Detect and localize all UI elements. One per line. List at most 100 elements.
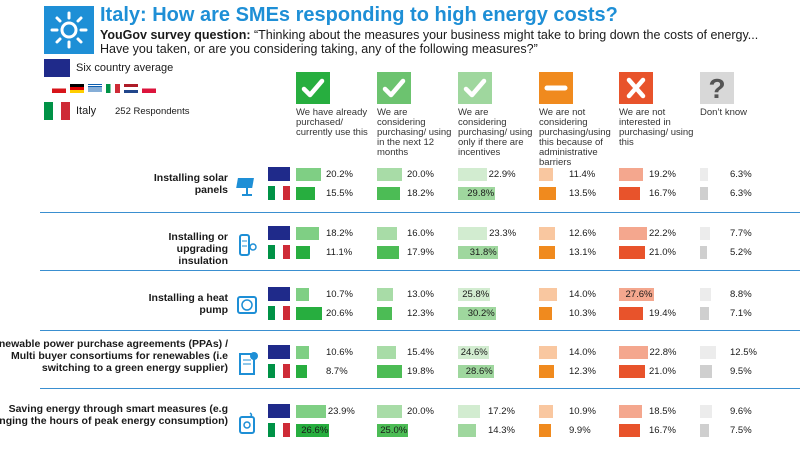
average-value-label: 17.2% — [488, 406, 515, 417]
average-bar — [619, 288, 654, 301]
italy-bar — [619, 246, 646, 259]
legend-average-label: Six country average — [76, 62, 174, 74]
italy-value-label: 26.6% — [301, 425, 329, 436]
italy-bar — [458, 187, 496, 200]
italy-value-label: 5.2% — [730, 247, 752, 258]
row-separator — [40, 330, 800, 331]
average-bar — [377, 405, 402, 418]
average-bar — [700, 346, 716, 359]
average-value-label: 20.0% — [407, 169, 434, 180]
italy-value-label: 13.1% — [569, 247, 596, 258]
row-heat-pump-icon — [236, 292, 258, 320]
average-value-label: 15.4% — [407, 347, 434, 358]
average-value-label: 24.6% — [460, 347, 488, 358]
average-value-label: 12.5% — [730, 347, 757, 358]
average-value-label: 9.6% — [730, 406, 752, 417]
average-bar — [619, 168, 643, 181]
italy-bar — [539, 246, 556, 259]
average-bar — [539, 288, 557, 301]
row-separator — [40, 270, 800, 271]
average-bar — [296, 346, 310, 359]
italy-flag-icon — [268, 364, 290, 378]
average-bar — [377, 288, 394, 301]
average-value-label: 27.6% — [625, 289, 653, 300]
average-bar — [458, 405, 480, 418]
italy-bar — [619, 424, 640, 437]
italy-bar — [539, 187, 556, 200]
average-value-label: 10.9% — [569, 406, 596, 417]
row-solar-panel-icon — [236, 172, 258, 200]
svg-text:?: ? — [708, 73, 725, 104]
italy-value-label: 19.4% — [649, 308, 676, 319]
italy-bar — [539, 424, 552, 437]
italy-bar — [296, 246, 310, 259]
italy-value-label: 31.8% — [469, 247, 497, 258]
italy-bar — [619, 187, 640, 200]
row-smart-meter-icon — [236, 409, 258, 437]
average-bar — [539, 168, 554, 181]
italy-value-label: 9.5% — [730, 366, 752, 377]
eu-flag-icon — [268, 226, 290, 240]
eu-flag-icon — [268, 345, 290, 359]
italy-value-label: 12.3% — [569, 366, 596, 377]
column-label: We are not interested in purchasing/ usi… — [619, 107, 694, 148]
italy-bar — [700, 246, 707, 259]
average-bar — [377, 346, 397, 359]
italy-bar — [377, 307, 393, 320]
sun-logo-icon — [44, 6, 94, 54]
italy-bar — [377, 246, 400, 259]
italy-bar — [539, 365, 555, 378]
respondents-count: 252 Respondents — [115, 106, 190, 117]
column-check-icon — [458, 72, 492, 104]
average-value-label: 8.8% — [730, 289, 752, 300]
eu-flag-icon — [44, 59, 70, 77]
column-label: We are considering purchasing/ using onl… — [458, 107, 533, 158]
average-bar — [539, 405, 553, 418]
average-value-label: 6.3% — [730, 169, 752, 180]
average-value-label: 23.3% — [489, 228, 517, 239]
italy-bar — [458, 365, 494, 378]
average-bar — [458, 168, 487, 181]
italy-value-label: 21.0% — [649, 247, 676, 258]
italy-value-label: 25.0% — [380, 425, 408, 436]
average-bar — [458, 346, 489, 359]
italy-value-label: 21.0% — [649, 366, 676, 377]
average-value-label: 11.4% — [569, 169, 596, 180]
survey-question: YouGov survey question: “Thinking about … — [100, 28, 790, 56]
average-bar — [700, 168, 708, 181]
italy-value-label: 9.9% — [569, 425, 591, 436]
average-value-label: 12.6% — [569, 228, 596, 239]
average-bar — [296, 405, 326, 418]
average-value-label: 14.0% — [569, 347, 596, 358]
average-bar — [619, 227, 647, 240]
row-label: Renewable power purchase agreements (PPA… — [0, 338, 228, 374]
italy-bar — [296, 424, 330, 437]
italy-value-label: 30.2% — [467, 308, 495, 319]
italy-value-label: 19.8% — [407, 366, 434, 377]
italy-bar — [296, 307, 322, 320]
italy-flag-icon — [268, 245, 290, 259]
italy-value-label: 10.3% — [569, 308, 596, 319]
italy-value-label: 6.3% — [730, 188, 752, 199]
row-separator — [40, 212, 800, 213]
italy-value-label: 20.6% — [326, 308, 353, 319]
column-question-icon: ? — [700, 72, 734, 104]
row-separator — [40, 388, 800, 389]
italy-value-label: 11.1% — [326, 247, 353, 258]
italy-value-label: 8.7% — [326, 366, 348, 377]
column-check-icon — [377, 72, 411, 104]
average-value-label: 10.6% — [326, 347, 353, 358]
italy-value-label: 14.3% — [488, 425, 515, 436]
row-label: Installing solar panels — [153, 172, 228, 196]
legend-italy-label: Italy — [76, 105, 97, 117]
italy-bar — [377, 424, 409, 437]
page-title: Italy: How are SMEs responding to high e… — [100, 4, 618, 26]
average-value-label: 10.7% — [326, 289, 353, 300]
italy-bar — [700, 424, 710, 437]
average-value-label: 20.0% — [407, 406, 434, 417]
italy-flag-icon — [44, 102, 71, 120]
average-bar — [458, 227, 488, 240]
italy-bar — [377, 187, 400, 200]
italy-flag-icon — [268, 186, 290, 200]
average-value-label: 7.7% — [730, 228, 752, 239]
